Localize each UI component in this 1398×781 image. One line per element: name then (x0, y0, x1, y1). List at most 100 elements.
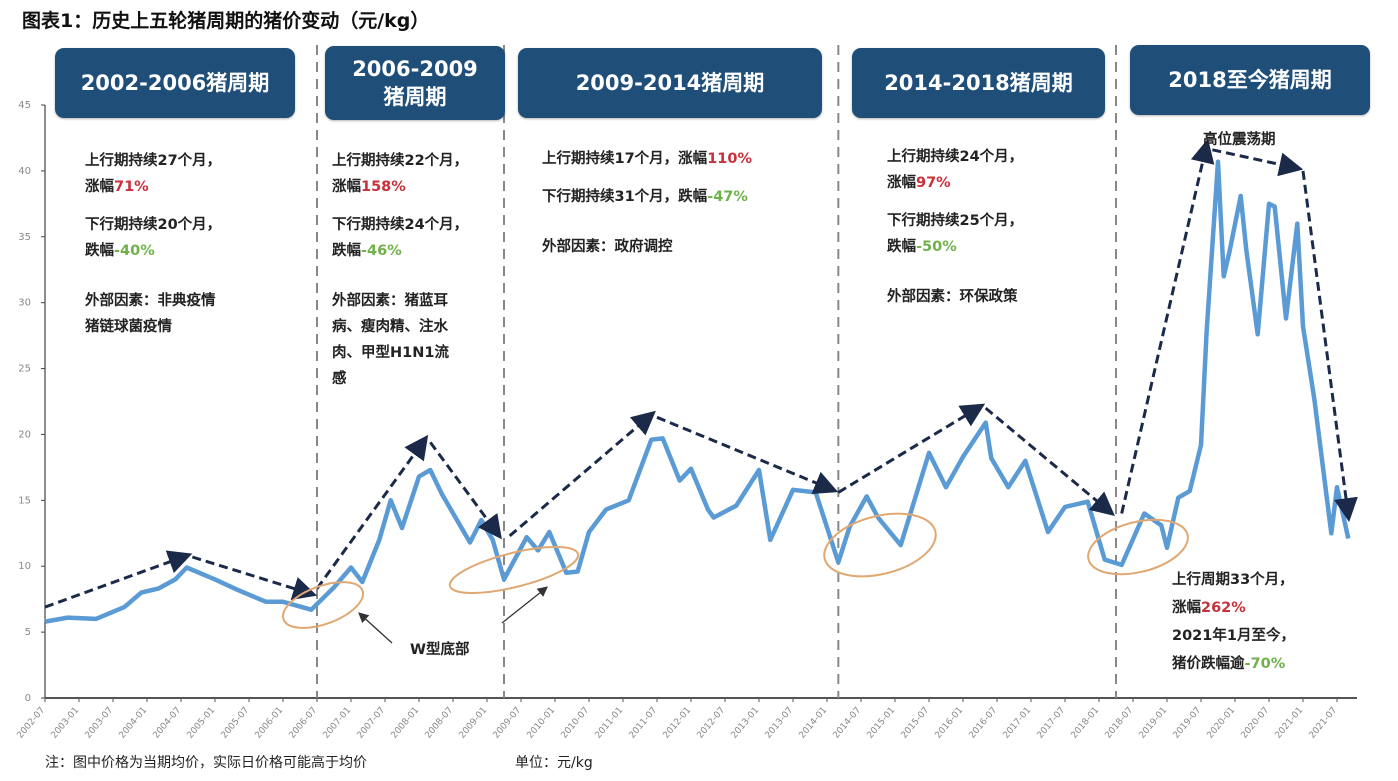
note-line: 跌幅-40% (85, 238, 221, 264)
x-tick-label: 2021-07 (1307, 706, 1339, 741)
x-tick-label: 2006-07 (287, 706, 319, 741)
x-tick-label: 2017-07 (1035, 706, 1067, 741)
x-tick-label: 2017-01 (1001, 706, 1033, 741)
note-text: 跌幅 (85, 243, 114, 259)
note-text: 跌幅 (332, 243, 361, 259)
x-tick-label: 2003-01 (49, 706, 81, 741)
w-bottom-pointer-2 (501, 586, 549, 624)
note-line: 下行期持续31个月，跌幅-47% (542, 184, 752, 210)
note-text: 下行期持续20个月， (85, 217, 222, 233)
x-tick-label: 2011-07 (627, 706, 659, 741)
note-text: 下行期持续25个月， (887, 213, 1024, 229)
cycle-header-4: 2014-2018猪周期 (852, 48, 1105, 118)
note-line: 涨幅158% (332, 174, 468, 200)
trend-arrow (429, 441, 502, 540)
x-tick-label: 2010-07 (559, 706, 591, 741)
x-tick-label: 2008-01 (389, 706, 421, 741)
note-text: 上行期持续17个月，涨幅 (542, 151, 708, 167)
note-line: 2021年1月至今， (1172, 622, 1295, 650)
note-line: 上行期持续17个月，涨幅110% (542, 146, 752, 172)
x-tick-label: 2021-01 (1273, 706, 1305, 741)
trend-arrow (1301, 170, 1358, 523)
w-bottom-pointer-1 (358, 612, 393, 644)
x-tick-label: 2006-01 (253, 706, 285, 741)
note-line: 涨幅71% (85, 174, 221, 200)
y-tick-label: 30 (18, 298, 31, 309)
note-line: 涨幅97% (887, 170, 1023, 196)
x-tick-label: 2019-01 (1137, 706, 1169, 741)
note-text: 上行期持续27个月， (85, 153, 222, 169)
bottom-ellipse-2 (448, 546, 580, 594)
cycle-1-notes: 上行期持续27个月， 涨幅71% 下行期持续20个月， 跌幅-40% 外部因素：非典疫情… (85, 148, 221, 340)
spacer (332, 200, 468, 212)
bottom-ellipse-4 (1087, 518, 1189, 576)
x-tick-label: 2004-07 (151, 706, 183, 741)
note-text: 病、瘦肉精、注水 (332, 319, 448, 335)
spacer (887, 272, 1023, 284)
x-tick-label: 2014-01 (797, 706, 829, 741)
x-tick-label: 2010-01 (525, 706, 557, 741)
note-line: 病、瘦肉精、注水 (332, 314, 468, 340)
spacer (332, 276, 468, 288)
x-tick-label: 2004-01 (117, 706, 149, 741)
y-tick-label: 40 (18, 166, 31, 177)
x-tick-label: 2008-07 (423, 706, 455, 741)
rise-percent: 71% (114, 179, 149, 195)
rise-percent: 158% (361, 179, 406, 195)
rise-percent: 262% (1201, 600, 1246, 616)
cycle-header-2: 2006-2009 猪周期 (325, 46, 505, 120)
note-line: 外部因素：环保政策 (887, 284, 1023, 310)
rise-percent: 97% (916, 175, 951, 191)
fall-percent: -40% (114, 243, 155, 259)
x-tick-label: 2020-01 (1205, 706, 1237, 741)
bottom-ellipse-3 (823, 512, 937, 578)
note-text: 涨幅 (85, 179, 114, 195)
spacer (85, 276, 221, 288)
y-tick-label: 35 (18, 232, 31, 243)
x-tick-label: 2019-07 (1171, 706, 1203, 741)
x-tick-label: 2012-07 (695, 706, 727, 741)
trend-arrow (656, 415, 839, 495)
x-tick-label: 2014-07 (831, 706, 863, 741)
x-tick-label: 2007-07 (355, 706, 387, 741)
note-text: 外部因素：政府调控 (542, 239, 673, 255)
trend-arrow (44, 550, 193, 609)
x-tick-label: 2013-01 (729, 706, 761, 741)
y-tick-label: 45 (18, 100, 31, 111)
spacer (85, 264, 221, 276)
cycle-header-5: 2018至今猪周期 (1130, 45, 1370, 115)
trend-arrow (837, 403, 986, 494)
bottom-ellipse-1 (282, 581, 364, 629)
x-tick-label: 2007-01 (321, 706, 353, 741)
note-line: 上行周期33个月， (1172, 566, 1295, 594)
trend-arrow (1120, 138, 1215, 514)
x-tick-label: 2013-07 (763, 706, 795, 741)
cycle-header-1: 2002-2006猪周期 (55, 48, 295, 118)
x-tick-label: 2015-01 (865, 706, 897, 741)
w-bottom-label: W型底部 (410, 642, 470, 658)
high-oscillation-label: 高位震荡期 (1203, 132, 1276, 148)
note-line: 涨幅262% (1172, 594, 1295, 622)
note-text: 上行期持续24个月， (887, 149, 1024, 165)
note-line: 外部因素：政府调控 (542, 234, 752, 260)
trend-arrow (508, 410, 656, 538)
note-line: 上行期持续27个月， (85, 148, 221, 174)
note-line: 下行期持续25个月， (887, 208, 1023, 234)
y-tick-label: 0 (25, 693, 31, 704)
y-tick-label: 10 (18, 561, 31, 572)
note-text: 涨幅 (1172, 600, 1201, 616)
note-line: 外部因素：非典疫情 (85, 288, 221, 314)
fall-percent: -47% (707, 189, 748, 205)
x-tick-label: 2005-01 (185, 706, 217, 741)
note-line: 上行期持续24个月， (887, 144, 1023, 170)
note-text: 下行期持续31个月，跌幅 (542, 189, 708, 205)
x-tick-label: 2018-01 (1069, 706, 1101, 741)
unit-note: 单位：元/kg (515, 755, 593, 771)
x-tick-label: 2002-07 (15, 706, 47, 741)
x-tick-label: 2009-07 (491, 706, 523, 741)
x-tick-label: 2016-01 (933, 706, 965, 741)
spacer (542, 222, 752, 234)
note-line: 上行期持续22个月， (332, 148, 468, 174)
fall-percent: -70% (1244, 656, 1286, 672)
x-tick-label: 2011-01 (593, 706, 625, 741)
